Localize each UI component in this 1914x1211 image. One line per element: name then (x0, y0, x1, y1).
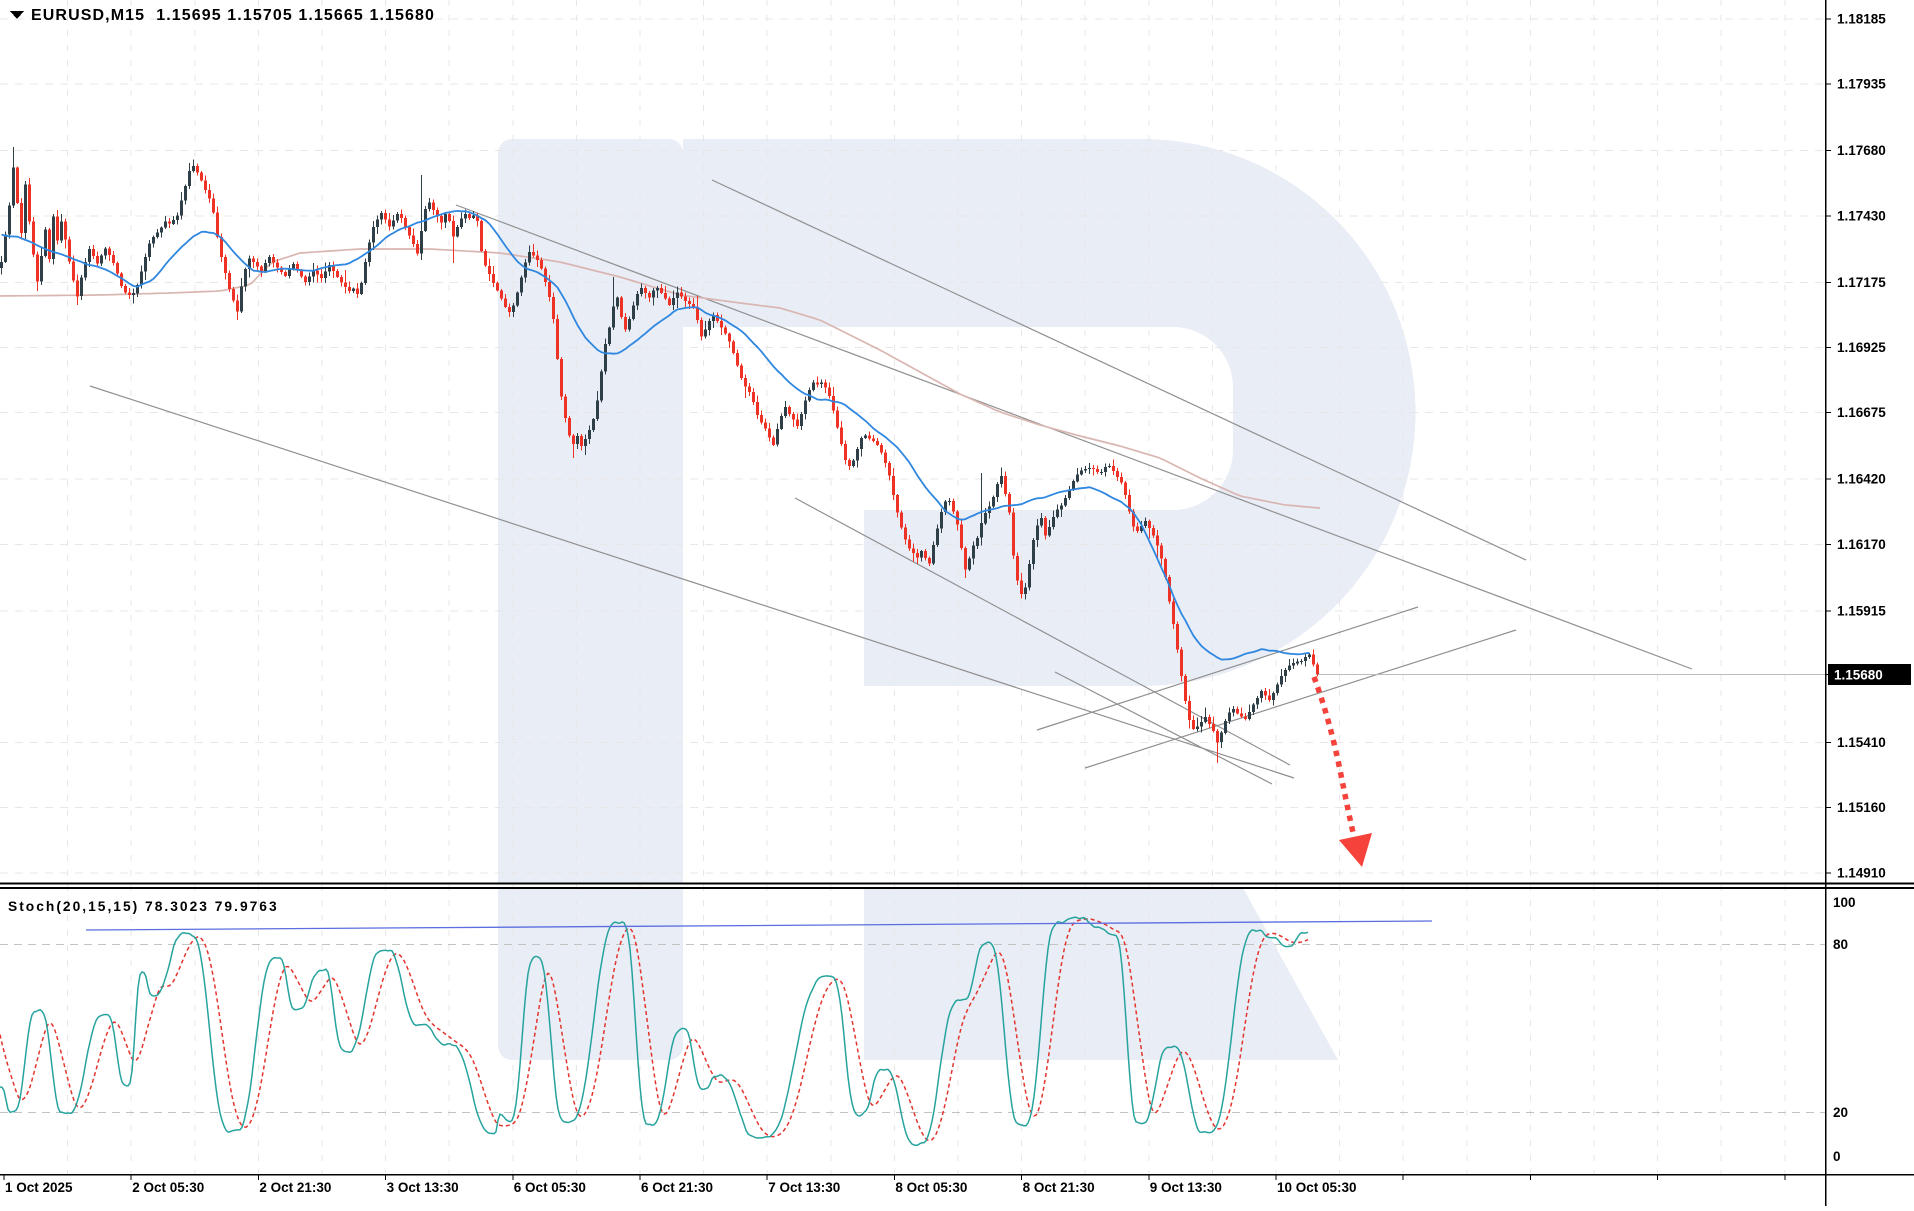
svg-text:2 Oct 05:30: 2 Oct 05:30 (132, 1180, 204, 1195)
svg-text:100: 100 (1833, 895, 1856, 910)
svg-text:1.16675: 1.16675 (1837, 405, 1886, 420)
svg-text:1.17935: 1.17935 (1837, 77, 1886, 92)
svg-text:1.15160: 1.15160 (1837, 800, 1886, 815)
svg-text:80: 80 (1833, 937, 1848, 952)
svg-text:1.17175: 1.17175 (1837, 275, 1886, 290)
svg-text:9 Oct 13:30: 9 Oct 13:30 (1150, 1180, 1222, 1195)
svg-text:20: 20 (1833, 1105, 1848, 1120)
svg-text:3 Oct 13:30: 3 Oct 13:30 (387, 1180, 459, 1195)
svg-text:Stoch(20,15,15) 78.3023 79.976: Stoch(20,15,15) 78.3023 79.9763 (8, 899, 279, 914)
svg-text:7 Oct 13:30: 7 Oct 13:30 (768, 1180, 840, 1195)
svg-text:1.17680: 1.17680 (1837, 143, 1886, 158)
svg-text:1.18185: 1.18185 (1837, 12, 1886, 27)
svg-text:1 Oct 2025: 1 Oct 2025 (5, 1180, 73, 1195)
svg-text:EURUSD,M15 1.15695 1.15705 1.: EURUSD,M15 1.15695 1.15705 1.15665 1.156… (31, 7, 435, 24)
svg-text:1.16925: 1.16925 (1837, 340, 1886, 355)
svg-text:1.15680: 1.15680 (1834, 668, 1883, 683)
svg-text:0: 0 (1833, 1149, 1841, 1164)
svg-text:6 Oct 05:30: 6 Oct 05:30 (514, 1180, 586, 1195)
svg-text:1.15410: 1.15410 (1837, 735, 1886, 750)
svg-text:2 Oct 21:30: 2 Oct 21:30 (259, 1180, 331, 1195)
svg-text:8 Oct 21:30: 8 Oct 21:30 (1023, 1180, 1095, 1195)
svg-text:8 Oct 05:30: 8 Oct 05:30 (895, 1180, 967, 1195)
svg-text:1.17430: 1.17430 (1837, 208, 1886, 223)
svg-text:6 Oct 21:30: 6 Oct 21:30 (641, 1180, 713, 1195)
svg-text:1.15915: 1.15915 (1837, 603, 1886, 618)
svg-text:1.16420: 1.16420 (1837, 472, 1886, 487)
svg-text:10 Oct 05:30: 10 Oct 05:30 (1277, 1180, 1357, 1195)
svg-text:1.14910: 1.14910 (1837, 865, 1886, 880)
svg-text:1.16170: 1.16170 (1837, 537, 1886, 552)
